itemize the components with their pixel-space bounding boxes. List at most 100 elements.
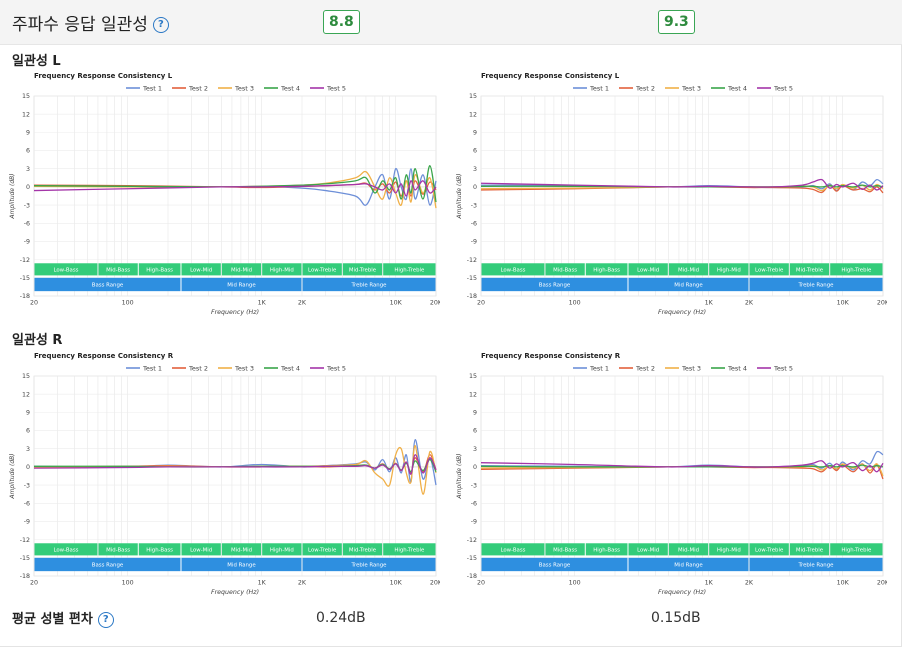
score-badge-1: 8.8 bbox=[323, 10, 360, 34]
band-bottom bbox=[34, 277, 181, 292]
y-tick-label: 6 bbox=[473, 148, 477, 155]
x-tick-label: 10K bbox=[837, 580, 850, 587]
x-tick-label: 100 bbox=[122, 580, 134, 587]
x-tick-label: 20 bbox=[477, 580, 485, 587]
legend-entry: Test 5 bbox=[773, 365, 793, 373]
x-tick-label: 20K bbox=[430, 580, 440, 587]
band-top bbox=[628, 263, 668, 276]
y-tick-label: -18 bbox=[20, 293, 30, 300]
band-bottom bbox=[181, 277, 302, 292]
y-tick-label: -6 bbox=[471, 500, 477, 507]
band-top-label: Low-Mid bbox=[637, 547, 659, 553]
y-tick-label: -15 bbox=[20, 555, 30, 562]
x-axis-label: Frequency (Hz) bbox=[658, 589, 706, 596]
legend-entry: Test 2 bbox=[635, 365, 655, 373]
band-top bbox=[481, 263, 545, 276]
band-top-label: High-Treble bbox=[841, 547, 872, 553]
y-tick-label: 0 bbox=[26, 184, 30, 191]
y-tick-label: 3 bbox=[26, 166, 30, 173]
band-top-label: Mid-Mid bbox=[678, 547, 699, 553]
band-top bbox=[34, 263, 98, 276]
x-tick-label: 1K bbox=[705, 580, 714, 587]
y-tick-label: 12 bbox=[22, 111, 30, 118]
band-top-label: High-Bass bbox=[146, 267, 173, 273]
legend-entry: Test 4 bbox=[727, 85, 747, 93]
band-bottom bbox=[628, 277, 749, 292]
x-tick-label: 2K bbox=[745, 580, 754, 587]
y-tick-label: 12 bbox=[22, 391, 30, 398]
x-tick-label: 1K bbox=[705, 300, 714, 307]
band-top-label: Low-Treble bbox=[308, 267, 337, 273]
y-axis-label: Amplitude (dB) bbox=[9, 173, 16, 219]
chart-title: Frequency Response Consistency L bbox=[481, 72, 620, 80]
band-top-label: High-Treble bbox=[394, 547, 425, 553]
band-top-label: Low-Bass bbox=[53, 547, 78, 553]
plot-area bbox=[33, 95, 437, 297]
band-bottom bbox=[749, 557, 883, 572]
band-top bbox=[749, 263, 789, 276]
band-top bbox=[709, 263, 749, 276]
band-top bbox=[749, 543, 789, 556]
band-top-label: Mid-Bass bbox=[106, 547, 130, 553]
band-top-label: Low-Treble bbox=[755, 267, 784, 273]
legend-entry: Test 5 bbox=[326, 365, 346, 373]
x-tick-label: 100 bbox=[569, 580, 581, 587]
band-top-label: Mid-Treble bbox=[796, 267, 824, 273]
band-top bbox=[262, 263, 302, 276]
y-tick-label: 9 bbox=[473, 130, 477, 137]
x-axis-label: Frequency (Hz) bbox=[211, 309, 259, 316]
legend-entry: Test 4 bbox=[280, 365, 300, 373]
band-top bbox=[383, 263, 436, 276]
band-top bbox=[709, 543, 749, 556]
y-tick-label: -18 bbox=[467, 573, 477, 580]
band-top-label: High-Mid bbox=[270, 547, 294, 553]
band-top bbox=[34, 543, 98, 556]
legend-entry: Test 5 bbox=[326, 85, 346, 93]
band-top bbox=[342, 263, 383, 276]
y-tick-label: 9 bbox=[26, 410, 30, 417]
help-icon[interactable]: ? bbox=[152, 17, 169, 33]
page-title-text: 주파수 응답 일관성 bbox=[12, 15, 148, 35]
series-line bbox=[480, 460, 884, 473]
y-tick-label: 12 bbox=[469, 391, 477, 398]
y-tick-label: -9 bbox=[471, 239, 477, 246]
band-top-label: High-Bass bbox=[146, 547, 173, 553]
legend-entry: Test 2 bbox=[635, 85, 655, 93]
band-top-label: High-Mid bbox=[270, 267, 294, 273]
x-tick-label: 20K bbox=[877, 580, 887, 587]
legend-entry: Test 3 bbox=[234, 365, 254, 373]
band-top-label: Low-Bass bbox=[53, 267, 78, 273]
band-top bbox=[628, 543, 668, 556]
average-deviation-value-2: 0.15dB bbox=[651, 610, 701, 626]
band-top-label: Mid-Bass bbox=[553, 267, 577, 273]
band-top-label: Mid-Treble bbox=[349, 267, 377, 273]
band-bottom-label: Bass Range bbox=[539, 562, 571, 568]
panel-header: 주파수 응답 일관성? 8.8 9.3 bbox=[0, 0, 902, 45]
band-top-label: Low-Mid bbox=[190, 547, 212, 553]
legend-entry: Test 3 bbox=[681, 85, 701, 93]
y-tick-label: 0 bbox=[26, 464, 30, 471]
x-tick-label: 20K bbox=[430, 300, 440, 307]
y-tick-label: -15 bbox=[20, 275, 30, 282]
band-top bbox=[302, 263, 342, 276]
x-tick-label: 20 bbox=[30, 580, 38, 587]
band-top-label: Mid-Treble bbox=[349, 547, 377, 553]
band-top bbox=[789, 263, 830, 276]
band-top-label: Mid-Mid bbox=[231, 267, 252, 273]
y-axis-label: Amplitude (dB) bbox=[9, 453, 16, 499]
legend-entry: Test 1 bbox=[589, 365, 609, 373]
legend-entry: Test 3 bbox=[681, 365, 701, 373]
band-top bbox=[830, 263, 883, 276]
band-top-label: Mid-Bass bbox=[553, 547, 577, 553]
help-icon[interactable]: ? bbox=[97, 611, 114, 628]
x-tick-label: 2K bbox=[298, 580, 307, 587]
y-tick-label: -18 bbox=[467, 293, 477, 300]
band-top-label: Mid-Bass bbox=[106, 267, 130, 273]
band-top bbox=[668, 263, 709, 276]
x-tick-label: 10K bbox=[390, 580, 403, 587]
band-top-label: High-Mid bbox=[717, 547, 741, 553]
band-top bbox=[221, 263, 262, 276]
band-bottom bbox=[481, 277, 628, 292]
band-bottom-label: Treble Range bbox=[351, 562, 388, 568]
band-top bbox=[98, 263, 138, 276]
